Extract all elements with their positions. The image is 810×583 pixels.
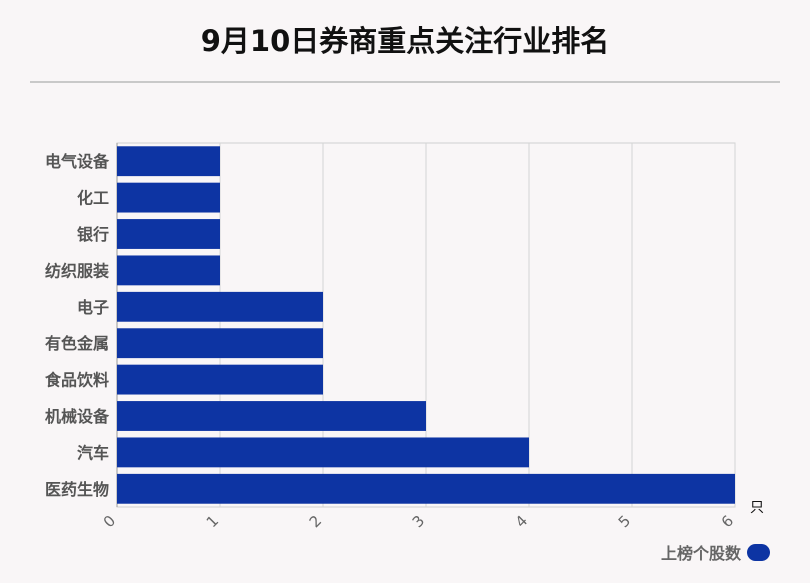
bar — [117, 401, 426, 431]
bar — [117, 219, 220, 249]
category-label: 电气设备 — [45, 152, 110, 171]
category-label: 化工 — [77, 189, 109, 208]
title-divider — [30, 81, 780, 83]
category-label: 机械设备 — [45, 407, 110, 426]
category-label: 食品饮料 — [44, 371, 109, 390]
x-tick-label: 5 — [615, 512, 634, 531]
x-tick-label: 6 — [718, 512, 737, 531]
x-tick-label: 4 — [512, 512, 531, 531]
category-label: 汽车 — [77, 443, 109, 462]
x-tick-label: 3 — [409, 512, 428, 531]
category-label: 银行 — [77, 225, 109, 244]
x-tick-label: 2 — [306, 512, 325, 531]
bar — [117, 437, 529, 468]
x-unit-label: 只 — [750, 500, 764, 516]
bar — [117, 473, 735, 504]
legend[interactable]: 上榜个股数 — [661, 540, 770, 564]
x-tick-label: 1 — [203, 512, 222, 531]
chart-title: 9月10日券商重点关注行业排名 — [200, 24, 610, 58]
category-label: 纺织服装 — [45, 261, 109, 280]
category-label: 医药生物 — [45, 480, 109, 499]
bar — [117, 364, 323, 395]
category-label: 电子 — [77, 298, 109, 317]
x-tick-label: 0 — [100, 512, 119, 531]
legend-swatch — [747, 543, 770, 561]
bar — [117, 328, 323, 359]
bar — [117, 182, 220, 213]
bar — [117, 146, 220, 177]
category-label: 有色金属 — [45, 334, 109, 353]
bar — [117, 255, 220, 286]
legend-label: 上榜个股数 — [660, 544, 741, 563]
bar — [117, 291, 323, 322]
bar-layer — [117, 146, 735, 504]
